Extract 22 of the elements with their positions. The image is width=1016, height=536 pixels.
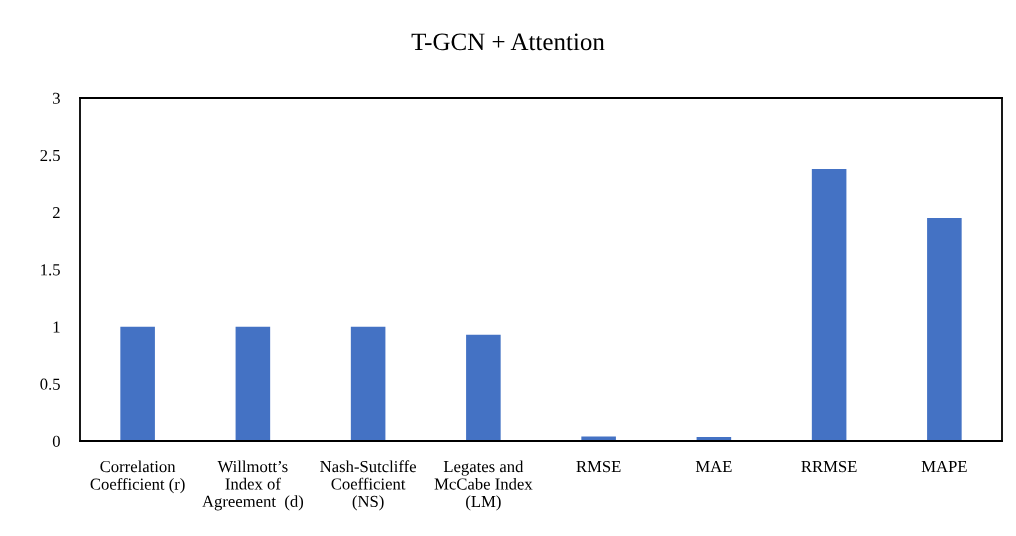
y-tick-label: 1.5 (41, 264, 60, 276)
y-tick-label: 2 (52, 207, 60, 219)
x-tick-label: MAE (695, 461, 732, 473)
y-tick-label: 1 (53, 321, 60, 333)
bar (811, 168, 847, 441)
x-tick-label: RMSE (576, 460, 621, 473)
bar (350, 326, 386, 441)
y-tick-label: 0 (52, 435, 60, 447)
x-tick-label: RRMSE (801, 460, 857, 473)
bar (235, 326, 271, 441)
y-tick-label: 0.5 (40, 378, 60, 390)
y-tick-label: 2.5 (40, 149, 60, 162)
y-tick-label: 3 (53, 92, 60, 104)
x-tick-label: Willmott’s Index of Agreement (d) (202, 460, 304, 511)
bar (466, 334, 501, 441)
x-tick-label: Correlation Coefficient (r) (90, 460, 185, 494)
x-tick-label: MAPE (921, 461, 967, 473)
bar (120, 326, 155, 441)
chart-title: T-GCN + Attention (411, 33, 605, 51)
x-tick-label: Nash-Sutcliffe Coefficient (NS) (320, 460, 416, 511)
bar (927, 218, 962, 441)
x-tick-label: Legates and McCabe Index (LM) (434, 460, 533, 511)
